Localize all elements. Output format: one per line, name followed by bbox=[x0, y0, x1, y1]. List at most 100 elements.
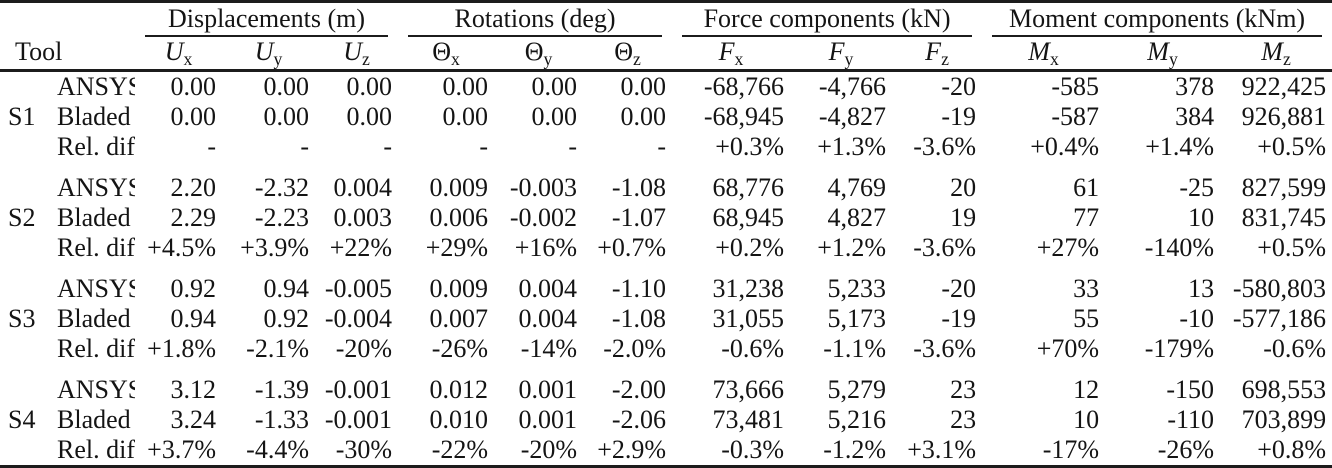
col-subscript: y bbox=[844, 48, 854, 69]
value-cell-fz: -19 bbox=[941, 304, 977, 333]
col-symbol: M bbox=[1147, 37, 1169, 66]
tool-cell: ANSYS bbox=[57, 375, 135, 404]
group-spacer-row bbox=[0, 263, 1332, 274]
value-cell-ux: 0.92 bbox=[170, 274, 217, 303]
table-row-s3-1: Bladed 0.94 0.92 -0.004 0.007 0.004 -1.08 31,05… bbox=[0, 304, 1332, 334]
col-symbol: F bbox=[718, 37, 735, 66]
col-symbol: U bbox=[254, 37, 274, 66]
value-cell-ux: 0.00 bbox=[170, 102, 217, 131]
value-cell-my: -150 bbox=[1166, 375, 1215, 404]
col-subscript: x bbox=[1049, 48, 1059, 69]
value-cell-my: -25 bbox=[1179, 173, 1215, 202]
tool-cell: Rel. diff. bbox=[57, 233, 135, 262]
value-cell-thz: -2.00 bbox=[611, 375, 667, 404]
col-header-mz: Mz bbox=[1220, 37, 1332, 72]
value-cell-uz: -20% bbox=[335, 334, 393, 363]
group-spacer-cell bbox=[0, 263, 1332, 274]
col-subscript: z bbox=[941, 48, 949, 69]
value-cell-mz: 926,881 bbox=[1241, 102, 1327, 131]
value-cell-uy: 0.00 bbox=[263, 102, 310, 131]
value-cell-uz: -0.001 bbox=[324, 405, 393, 434]
group-header-2: Rotations (deg) bbox=[398, 2, 672, 37]
tool-cell: ANSYS bbox=[57, 173, 135, 202]
value-cell-mx: 12 bbox=[1073, 375, 1100, 404]
value-cell-fz: -20 bbox=[941, 274, 977, 303]
value-cell-mz: 831,745 bbox=[1241, 203, 1327, 232]
col-header-uz: Uz bbox=[315, 37, 399, 72]
value-cell-ux: 3.12 bbox=[170, 375, 217, 404]
value-cell-uy: 0.00 bbox=[263, 72, 310, 101]
tool-cell: ANSYS bbox=[57, 72, 135, 101]
value-cell-ux: 3.24 bbox=[170, 405, 217, 434]
tool-cell: Bladed bbox=[57, 102, 131, 131]
value-cell-mx: -587 bbox=[1051, 102, 1100, 131]
value-cell-fy: 4,769 bbox=[827, 173, 887, 202]
value-cell-thz: -2.0% bbox=[603, 334, 667, 363]
col-subscript: z bbox=[361, 48, 370, 69]
value-cell-mz: 922,425 bbox=[1241, 72, 1327, 101]
value-cell-thx: 0.00 bbox=[442, 72, 489, 101]
table-row-s1-0: S1 ANSYS 0.00 0.00 0.00 0.00 0.00 0.00 -68,766 -4… bbox=[0, 71, 1332, 131]
value-cell-mx: 61 bbox=[1073, 173, 1100, 202]
value-cell-thz: -1.08 bbox=[611, 173, 667, 202]
value-cell-ux: +4.5% bbox=[147, 233, 216, 262]
col-header-thy: Θy bbox=[494, 37, 584, 72]
value-cell-fz: 20 bbox=[950, 173, 977, 202]
value-cell-uy: 0.94 bbox=[263, 274, 310, 303]
value-cell-thz: -1.08 bbox=[611, 304, 667, 333]
value-cell-thx: -26% bbox=[431, 334, 489, 363]
group-spacer-row bbox=[0, 162, 1332, 173]
value-cell-mz: -580,803 bbox=[1232, 274, 1327, 303]
row-group-label-s4: S4 bbox=[8, 405, 36, 434]
col-symbol: F bbox=[828, 37, 845, 66]
value-cell-thy: -0.003 bbox=[509, 173, 578, 202]
value-cell-uz: - bbox=[383, 132, 393, 161]
value-cell-ux: - bbox=[207, 132, 216, 161]
value-cell-thy: 0.00 bbox=[531, 102, 578, 131]
value-cell-fx: 73,481 bbox=[712, 405, 785, 434]
value-cell-mz: +0.8% bbox=[1257, 435, 1327, 464]
value-cell-thy: - bbox=[568, 132, 578, 161]
value-cell-fx: 31,238 bbox=[712, 274, 785, 303]
value-cell-fy: +1.2% bbox=[817, 233, 887, 262]
value-cell-mz: 703,899 bbox=[1241, 405, 1327, 434]
value-cell-fz: -20 bbox=[941, 72, 977, 101]
value-cell-thy: -14% bbox=[520, 334, 578, 363]
value-cell-fx: -0.6% bbox=[721, 334, 785, 363]
value-cell-my: -140% bbox=[1144, 233, 1215, 262]
value-cell-thx: 0.007 bbox=[429, 304, 489, 333]
value-cell-fy: 5,233 bbox=[827, 274, 887, 303]
value-cell-mx: 10 bbox=[1073, 405, 1100, 434]
row-group-label-s1: S1 bbox=[8, 102, 36, 131]
value-cell-uz: 0.00 bbox=[346, 72, 393, 101]
table-row-s4-1: Bladed 3.24 -1.33 -0.001 0.010 0.001 -2.06 73,4… bbox=[0, 405, 1332, 435]
value-cell-fz: 23 bbox=[950, 375, 977, 404]
col-symbol: U bbox=[164, 37, 184, 66]
value-cell-thy: 0.001 bbox=[518, 405, 578, 434]
value-cell-thy: 0.00 bbox=[531, 72, 578, 101]
value-cell-mz: -0.6% bbox=[1263, 334, 1327, 363]
table-row-s1-2: Rel. diff. - - - - - - +0.3% +1.3% -3.6% +0.4% +1.4… bbox=[0, 132, 1332, 162]
table-row-s3-0: S3 ANSYS 0.92 0.94 -0.005 0.009 0.004 -1.10 31,2… bbox=[0, 274, 1332, 333]
col-header-thx: Θx bbox=[398, 37, 495, 72]
table-row-s2-0: S2 ANSYS 2.20 -2.32 0.004 0.009 -0.003 -1.08 68,… bbox=[0, 173, 1332, 232]
col-symbol: U bbox=[343, 37, 362, 66]
col-header-fx: Fx bbox=[672, 37, 791, 72]
value-cell-thx: 0.009 bbox=[429, 274, 489, 303]
column-header-row: Tool Ux Uy Uz Θx Θy Θz Fx Fy Fz Mx My Mz bbox=[0, 37, 1332, 72]
col-symbol: M bbox=[1261, 37, 1283, 66]
value-cell-thx: 0.010 bbox=[429, 405, 489, 434]
value-cell-my: 384 bbox=[1175, 102, 1215, 131]
value-cell-my: 10 bbox=[1188, 203, 1215, 232]
value-cell-my: 378 bbox=[1175, 72, 1215, 101]
value-cell-thz: - bbox=[657, 132, 667, 161]
value-cell-my: -179% bbox=[1144, 334, 1215, 363]
value-cell-fy: -4,766 bbox=[818, 72, 887, 101]
value-cell-thz: -2.06 bbox=[611, 405, 667, 434]
table-row-s4-0: S4 ANSYS 3.12 -1.39 -0.001 0.012 0.001 -2.00 73,… bbox=[0, 375, 1332, 434]
col-header-thz: Θz bbox=[583, 37, 673, 72]
value-cell-fy: +1.3% bbox=[817, 132, 887, 161]
value-cell-mx: +27% bbox=[1036, 233, 1100, 262]
group-header-3: Force components (kN) bbox=[672, 2, 982, 37]
value-cell-my: +1.4% bbox=[1145, 132, 1215, 161]
